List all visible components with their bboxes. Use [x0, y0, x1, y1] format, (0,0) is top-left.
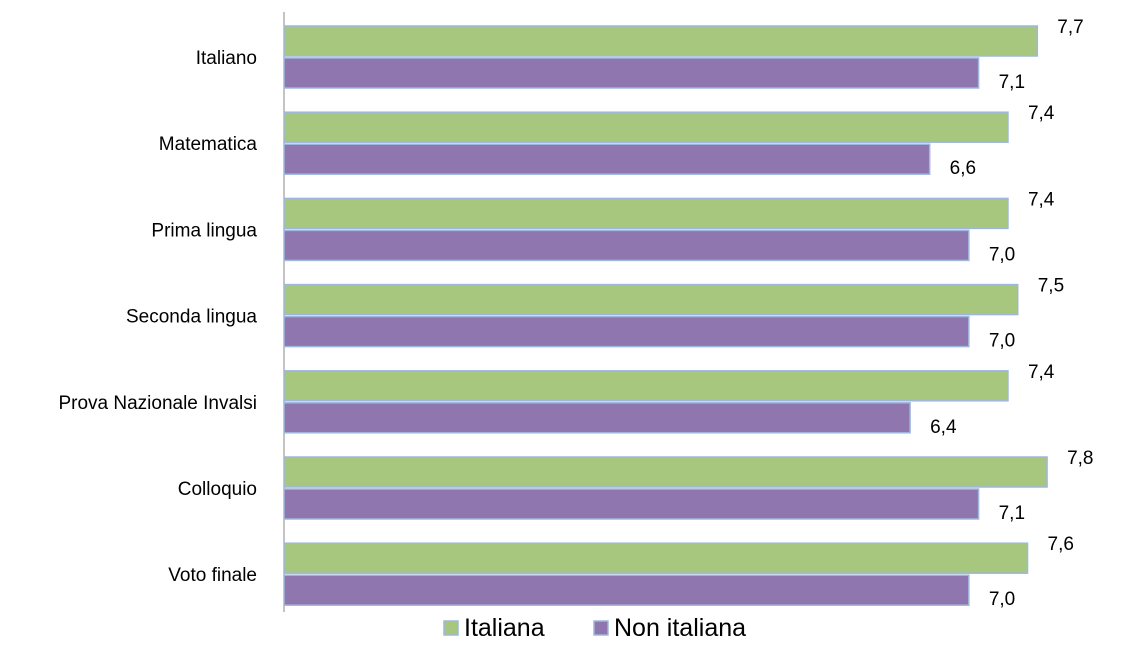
- value-label-non-italiana-seconda-lingua: 7,0: [989, 331, 1015, 352]
- bar-italiana-matematica: [283, 111, 1009, 143]
- bar-italiana-seconda-lingua: [283, 283, 1019, 316]
- value-label-non-italiana-voto-finale: 7,0: [989, 589, 1015, 610]
- value-label-italiana-seconda-lingua: 7,5: [1038, 276, 1064, 297]
- category-label-seconda-lingua: Seconda lingua: [126, 307, 257, 328]
- legend-label-italiana: Italiana: [464, 614, 545, 642]
- value-label-italiana-prima-lingua: 7,4: [1028, 189, 1055, 210]
- value-label-non-italiana-matematica: 6,6: [950, 158, 976, 179]
- bar-italiana-prova-nazionale-invalsi: [283, 370, 1009, 402]
- value-label-non-italiana-colloquio: 7,1: [999, 503, 1025, 524]
- bar-non-italiana-voto-finale: [283, 574, 970, 606]
- value-label-non-italiana-prima-lingua: 7,0: [989, 244, 1015, 265]
- category-label-voto-finale: Voto finale: [168, 565, 257, 586]
- category-label-italiano: Italiano: [196, 48, 257, 69]
- category-label-prova-nazionale-invalsi: Prova Nazionale Invalsi: [58, 393, 257, 414]
- value-label-non-italiana-prova-nazionale-invalsi: 6,4: [930, 417, 957, 438]
- bar-non-italiana-seconda-lingua: [283, 315, 970, 348]
- legend-swatch-italiana: [443, 620, 459, 636]
- category-label-matematica: Matematica: [159, 134, 258, 155]
- value-label-italiana-voto-finale: 7,6: [1048, 534, 1074, 555]
- legend: Italiana Non italiana: [443, 614, 746, 642]
- legend-label-non-italiana: Non italiana: [614, 614, 746, 642]
- bar-italiana-italiano: [283, 25, 1039, 57]
- value-label-italiana-matematica: 7,4: [1028, 103, 1055, 124]
- category-label-prima-lingua: Prima lingua: [151, 220, 257, 241]
- value-label-non-italiana-italiano: 7,1: [999, 72, 1025, 93]
- bar-italiana-prima-lingua: [283, 197, 1009, 230]
- bar-non-italiana-prima-lingua: [283, 229, 970, 262]
- bar-italiana-colloquio: [283, 456, 1048, 488]
- value-labels: 7,77,17,46,67,47,07,57,07,46,47,87,17,67…: [930, 17, 1093, 610]
- legend-swatch-non-italiana: [593, 620, 609, 636]
- bar-non-italiana-prova-nazionale-invalsi: [283, 402, 911, 434]
- bar-non-italiana-italiano: [283, 57, 980, 89]
- bars: [283, 25, 1048, 606]
- value-label-italiana-colloquio: 7,8: [1067, 448, 1093, 469]
- category-label-colloquio: Colloquio: [178, 479, 257, 500]
- value-label-italiana-prova-nazionale-invalsi: 7,4: [1028, 362, 1055, 383]
- bar-non-italiana-colloquio: [283, 488, 980, 520]
- category-labels: Italiano Matematica Prima lingua Seconda li…: [58, 48, 257, 586]
- bar-non-italiana-matematica: [283, 143, 931, 175]
- value-label-italiana-italiano: 7,7: [1057, 17, 1083, 38]
- bar-italiana-voto-finale: [283, 542, 1029, 574]
